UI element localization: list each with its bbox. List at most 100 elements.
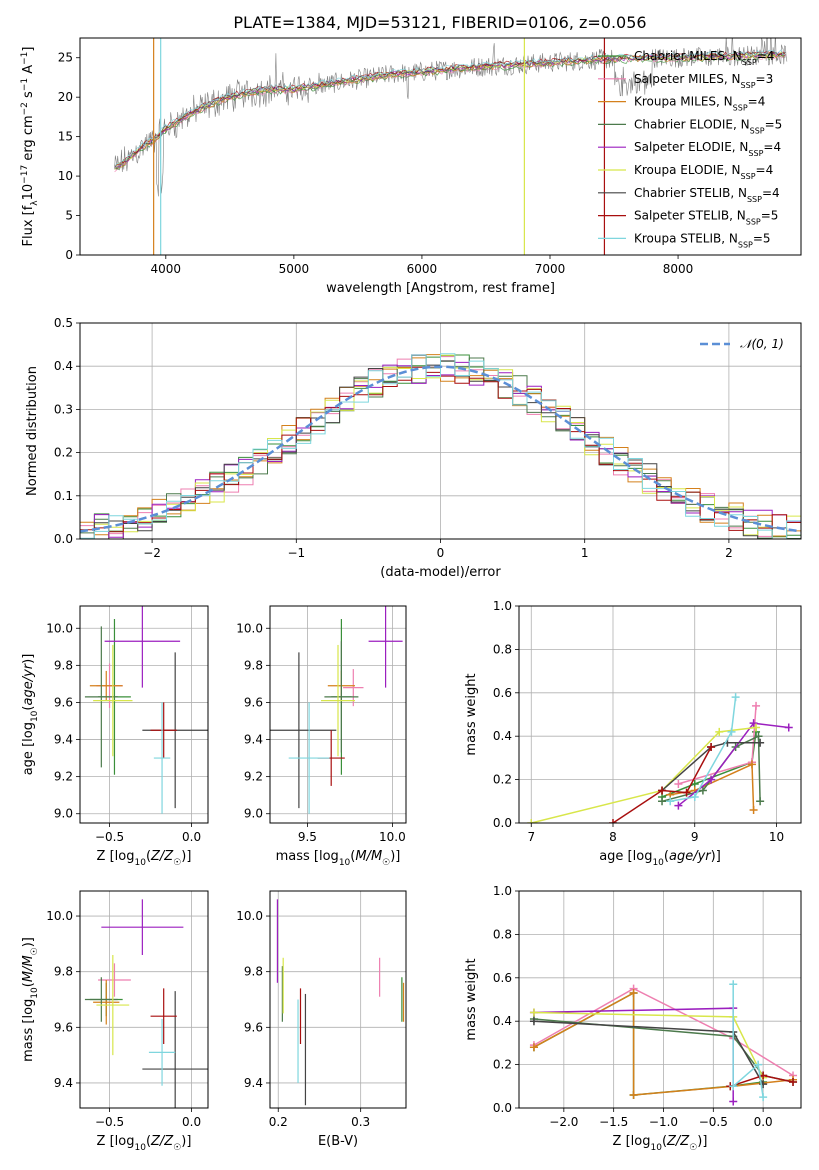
label-part: 10 <box>30 987 40 999</box>
legend-text: Salpeter STELIB, N <box>634 209 746 223</box>
label-part: )] <box>181 849 191 864</box>
y-tick-label: 9.8 <box>54 658 73 672</box>
marker-chabrier-elodie <box>658 797 667 806</box>
x-tick-label: −1.5 <box>599 1115 628 1129</box>
label-part: Normed distribution <box>25 366 40 496</box>
x-tick-label: 9 <box>691 830 699 844</box>
y-tick-label: 0.8 <box>493 642 512 656</box>
legend-sub: SSP <box>747 194 762 203</box>
axes-frame <box>79 890 209 1109</box>
errorbar-salpeter-stelib <box>150 702 177 759</box>
y-tick-label: 0.5 <box>54 316 73 330</box>
x-axis-label: Z [log10(Z/Z☉)] <box>97 849 192 868</box>
errorbar-kroupa-miles <box>89 670 123 701</box>
y-tick-label: 9.4 <box>54 1076 73 1090</box>
marker-salpeter-elodie <box>784 723 793 732</box>
marker-kroupa-stelib <box>727 727 736 736</box>
label-part: Z [log <box>97 849 135 864</box>
legend-text: =4 <box>763 140 781 154</box>
axes-frame <box>269 605 407 824</box>
x-tick-label: −0.5 <box>95 1115 124 1129</box>
y-tick-label: 20 <box>58 90 73 104</box>
legend-text: Chabrier ELODIE, N <box>634 117 750 131</box>
y-tick-label: 9.6 <box>244 695 263 709</box>
errorbar-kroupa-stelib <box>148 1018 176 1086</box>
x-axis-label: wavelength [Angstrom, rest frame] <box>326 281 555 296</box>
errorbar-salpeter-elodie <box>368 606 403 688</box>
spectrum-model-salpeter-miles <box>114 54 786 173</box>
label-part: )] <box>181 1134 191 1149</box>
label-part: 10 <box>134 1143 146 1153</box>
x-tick-label: 0 <box>437 546 445 560</box>
legend-label-kroupa-stelib: Kroupa STELIB, NSSP=5 <box>634 231 771 249</box>
y-tick-label: 9.8 <box>54 965 73 979</box>
label-part: ☉ <box>173 1143 181 1153</box>
label-part: −2 <box>20 102 30 115</box>
label-part: M/M <box>21 955 36 982</box>
label-part: erg cm <box>21 115 36 164</box>
legend-label-chabrier-stelib: Chabrier STELIB, NSSP=4 <box>634 186 780 204</box>
marker-kroupa-stelib <box>729 1082 738 1091</box>
label-part: ( <box>21 982 36 987</box>
x-tick-label: 4000 <box>151 262 182 276</box>
legend-text: Chabrier MILES, N <box>634 49 742 63</box>
x-tick-label: −1 <box>287 546 305 560</box>
legend-sub: SSP <box>750 126 765 135</box>
label-part: ( <box>21 706 36 711</box>
errorbar-chabrier-stelib <box>270 652 337 809</box>
age-vs-metallicity-panel: −0.5 0.09.09.29.49.69.810.0Z [log10(Z/Z☉)… <box>21 605 209 868</box>
x-axis-label: (data-model)/error <box>380 565 501 580</box>
errorbar-chabrier-elodie <box>324 641 359 753</box>
y-axis-label: Flux [fλ10−17 erg cm−2 s−1 A−1] <box>20 47 40 247</box>
label-part: E(B-V) <box>318 1134 358 1149</box>
marker-kroupa-elodie <box>752 723 761 732</box>
y-tick-label: 0.0 <box>493 1101 512 1115</box>
label-part: age [log <box>599 849 652 864</box>
label-part: −1 <box>20 78 30 91</box>
legend-label-chabrier-miles: Chabrier MILES, NSSP=4 <box>634 49 774 67</box>
marker-kroupa-elodie <box>715 727 724 736</box>
marker-kroupa-miles <box>747 760 756 769</box>
legend-text: Kroupa STELIB, N <box>634 231 738 245</box>
y-tick-label: 10.0 <box>46 621 73 635</box>
label-part: age/yr <box>21 662 36 705</box>
marker-salpeter-stelib <box>658 786 667 795</box>
legend-text: Kroupa MILES, N <box>634 95 733 109</box>
line-chabrier-stelib <box>661 741 761 792</box>
errorbar-salpeter-stelib <box>150 988 177 1045</box>
y-tick-label: 0.0 <box>54 532 73 546</box>
label-part: 10 <box>339 858 351 868</box>
y-tick-label: 9.2 <box>244 770 263 784</box>
label-part: mass [log <box>276 849 339 864</box>
mass-vs-extinction-panel: 0.2 0.3 9.4 9.6 9.8 10.0 E(B-V) <box>236 890 407 1149</box>
errorbar-salpeter-miles <box>343 669 364 707</box>
legend-sub: SSP <box>741 172 756 181</box>
x-axis-label: Z [log10(Z/Z☉)] <box>613 1134 708 1153</box>
marker-kroupa-stelib <box>690 792 699 801</box>
label-part: 10 <box>652 858 664 868</box>
legend-text: =4 <box>756 163 774 177</box>
mass-weight-vs-metallicity-panel: −2.0 −1.5 −1.0 −0.5 0.0 0.0 0.2 0.4 0.6 0.8 1.0 Z [… <box>464 884 802 1153</box>
age-vs-metallicity-grid <box>80 606 208 823</box>
y-tick-label: 0.2 <box>493 773 512 787</box>
label-part: ( <box>662 1134 667 1149</box>
x-tick-label: −2.0 <box>549 1115 578 1129</box>
y-tick-label: 9.6 <box>54 1020 73 1034</box>
legend-label-salpeter-stelib: Salpeter STELIB, NSSP=5 <box>634 209 778 227</box>
x-tick-label: −0.5 <box>95 830 124 844</box>
legend-sub: SSP <box>741 80 756 89</box>
x-tick-label: −2 <box>143 546 161 560</box>
errorbar-kroupa-miles <box>93 980 120 1025</box>
label-part: ☉ <box>30 947 40 955</box>
age-vs-metallicity-plot <box>84 606 208 814</box>
mass-weight-vs-metallicity-plot <box>529 980 798 1106</box>
label-part: 10 <box>134 858 146 868</box>
y-axis-label: age [log10(age/yr)] <box>21 654 40 776</box>
errorbar-kroupa-elodie <box>321 644 355 757</box>
y-tick-label: 10.0 <box>236 909 263 923</box>
x-tick-label: 6000 <box>407 262 438 276</box>
axes-frame <box>518 605 802 824</box>
marker-salpeter-stelib <box>789 1077 798 1086</box>
y-tick-label: 10.0 <box>46 909 73 923</box>
